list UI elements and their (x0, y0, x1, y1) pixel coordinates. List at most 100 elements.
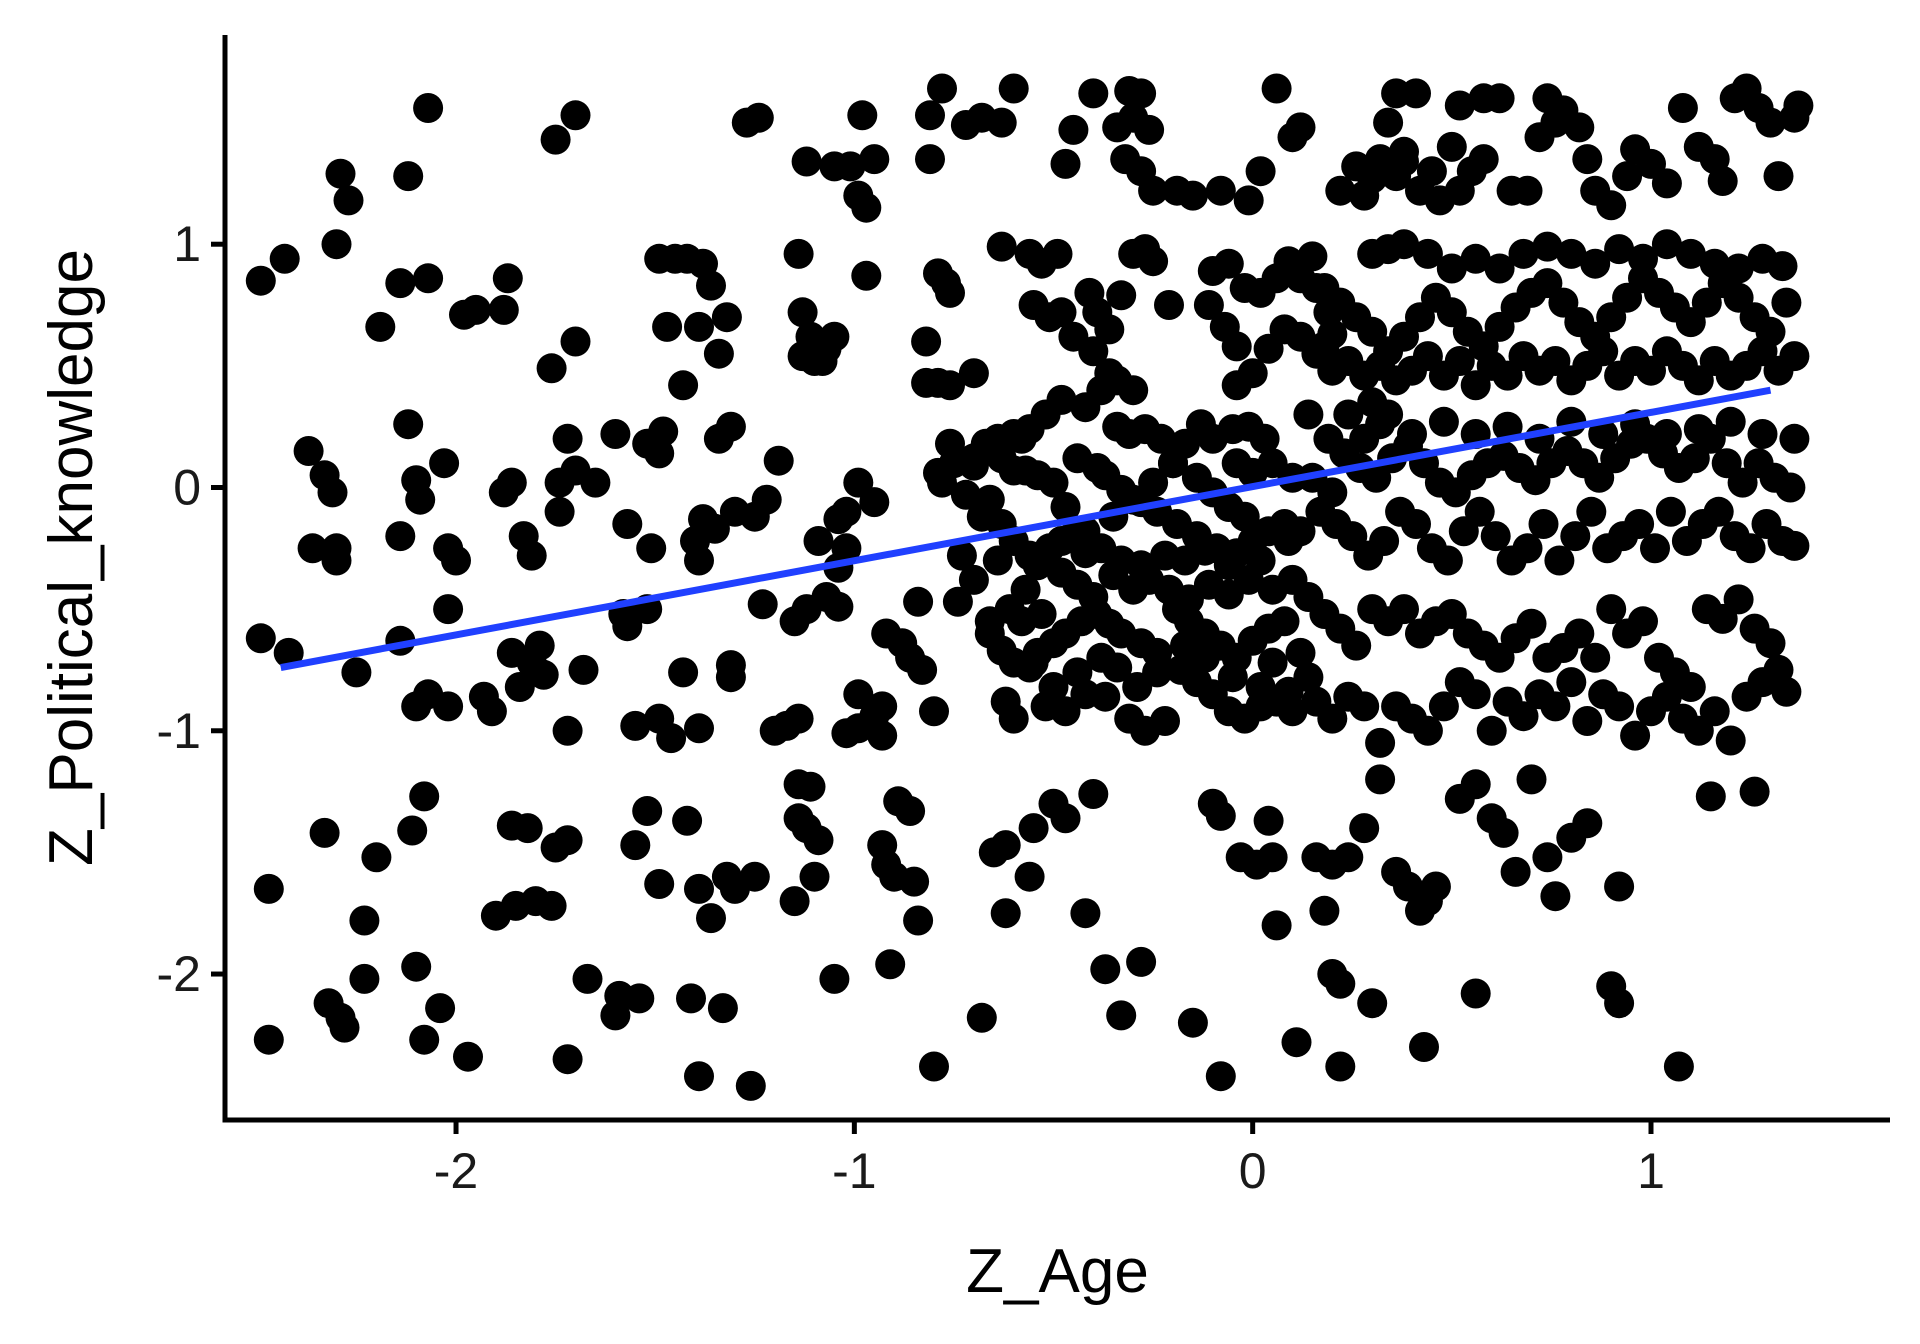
data-point (1540, 691, 1571, 722)
data-point (1078, 78, 1109, 109)
data-point (1038, 467, 1069, 498)
data-point (867, 691, 898, 722)
data-point (783, 238, 814, 269)
data-point (1170, 630, 1200, 661)
data-point (1253, 805, 1284, 836)
data-point (341, 657, 372, 688)
data-point (1628, 606, 1658, 637)
data-point (1285, 637, 1316, 668)
data-point (1349, 180, 1380, 211)
data-point (668, 657, 699, 688)
data-point (1273, 526, 1304, 556)
data-point (911, 326, 942, 357)
data-point (1699, 696, 1730, 727)
data-point (524, 630, 555, 661)
data-point (1460, 769, 1491, 800)
data-point (1062, 657, 1093, 688)
data-point (1106, 280, 1137, 311)
data-point (1409, 1032, 1439, 1062)
data-point (1683, 414, 1714, 445)
data-point (1763, 654, 1794, 685)
data-point (1500, 856, 1531, 887)
data-point (1416, 156, 1447, 187)
data-point (1118, 375, 1149, 406)
data-point (620, 710, 651, 741)
data-point (1572, 706, 1603, 736)
data-point (365, 311, 396, 342)
data-point (1464, 496, 1495, 527)
data-point (1269, 606, 1300, 637)
data-point (1476, 715, 1507, 746)
data-point (1715, 406, 1746, 437)
data-point (1138, 246, 1169, 277)
data-point (361, 842, 392, 873)
data-point (974, 606, 1005, 637)
data-point (1715, 725, 1746, 756)
data-point (990, 898, 1021, 929)
data-point (707, 993, 738, 1024)
data-point (1050, 803, 1081, 834)
data-point (1257, 647, 1288, 678)
data-point (1090, 954, 1121, 985)
data-point (1050, 696, 1081, 727)
data-point (1325, 175, 1356, 206)
data-point (1261, 910, 1292, 941)
data-point (1365, 727, 1396, 758)
data-point (1508, 701, 1539, 732)
data-point (1651, 229, 1682, 260)
data-point (747, 589, 778, 620)
data-point (787, 297, 818, 328)
data-point (1146, 423, 1177, 454)
data-point (875, 949, 906, 980)
data-point (1428, 691, 1459, 722)
data-point (568, 654, 599, 685)
data-point (636, 533, 667, 564)
data-point (1779, 423, 1810, 454)
data-point (743, 102, 774, 133)
data-point (480, 900, 511, 931)
data-point (1245, 156, 1276, 187)
data-point (1078, 582, 1109, 612)
data-point (1580, 642, 1611, 673)
data-point (656, 723, 687, 754)
data-point (492, 263, 523, 294)
data-point (1596, 594, 1627, 625)
data-point (1564, 112, 1595, 143)
x-tick-label: 1 (1637, 1143, 1665, 1199)
data-point (927, 73, 957, 104)
data-point (1245, 672, 1276, 702)
data-point (1090, 681, 1121, 712)
data-point (433, 691, 464, 722)
data-point (859, 487, 890, 518)
data-point (791, 146, 822, 177)
data-point (1273, 676, 1304, 707)
data-point (552, 825, 583, 856)
data-point (823, 591, 854, 622)
trend-line (280, 386, 1772, 671)
data-point (803, 526, 834, 556)
data-point (958, 443, 989, 474)
data-point (1373, 399, 1404, 430)
data-point (528, 659, 559, 690)
data-point (1078, 779, 1109, 809)
data-point (903, 586, 934, 617)
data-point (317, 477, 348, 508)
data-point (1046, 384, 1077, 415)
data-point (1755, 628, 1786, 659)
data-point (1763, 161, 1794, 192)
data-point (245, 265, 276, 296)
data-point (779, 886, 810, 917)
data-point (1480, 521, 1511, 552)
data-point (1158, 448, 1188, 479)
data-point (1126, 946, 1157, 977)
data-point (425, 993, 456, 1024)
data-point (1401, 509, 1431, 539)
data-point (1540, 881, 1571, 912)
data-point (1675, 672, 1706, 702)
data-point (1389, 136, 1419, 167)
data-point (309, 817, 340, 848)
data-point (1588, 336, 1619, 367)
data-point (966, 1002, 997, 1033)
data-point (405, 484, 436, 515)
data-point (1771, 287, 1802, 318)
